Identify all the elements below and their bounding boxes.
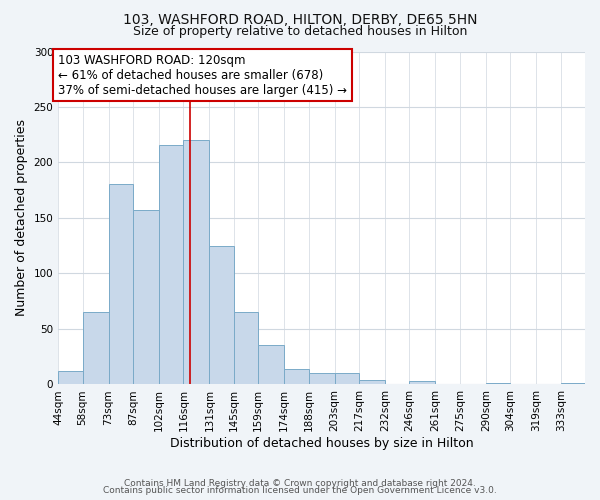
Bar	[258, 344, 284, 385]
Text: Contains HM Land Registry data © Crown copyright and database right 2024.: Contains HM Land Registry data © Crown c…	[124, 478, 476, 488]
Bar	[409, 381, 436, 384]
Text: 103 WASHFORD ROAD: 120sqm
← 61% of detached houses are smaller (678)
37% of semi: 103 WASHFORD ROAD: 120sqm ← 61% of detac…	[58, 54, 347, 96]
Bar	[234, 312, 258, 384]
Bar	[58, 371, 83, 384]
Bar	[184, 140, 209, 384]
Bar	[83, 312, 109, 384]
Bar	[209, 246, 234, 384]
Bar	[308, 374, 335, 384]
Text: Contains public sector information licensed under the Open Government Licence v3: Contains public sector information licen…	[103, 486, 497, 495]
Text: Size of property relative to detached houses in Hilton: Size of property relative to detached ho…	[133, 25, 467, 38]
Text: 103, WASHFORD ROAD, HILTON, DERBY, DE65 5HN: 103, WASHFORD ROAD, HILTON, DERBY, DE65 …	[123, 12, 477, 26]
X-axis label: Distribution of detached houses by size in Hilton: Distribution of detached houses by size …	[170, 437, 473, 450]
Bar	[133, 210, 159, 384]
Bar	[109, 184, 133, 384]
Bar	[159, 144, 184, 384]
Bar	[359, 380, 385, 384]
Y-axis label: Number of detached properties: Number of detached properties	[15, 120, 28, 316]
Bar	[335, 374, 359, 384]
Bar	[284, 369, 308, 384]
